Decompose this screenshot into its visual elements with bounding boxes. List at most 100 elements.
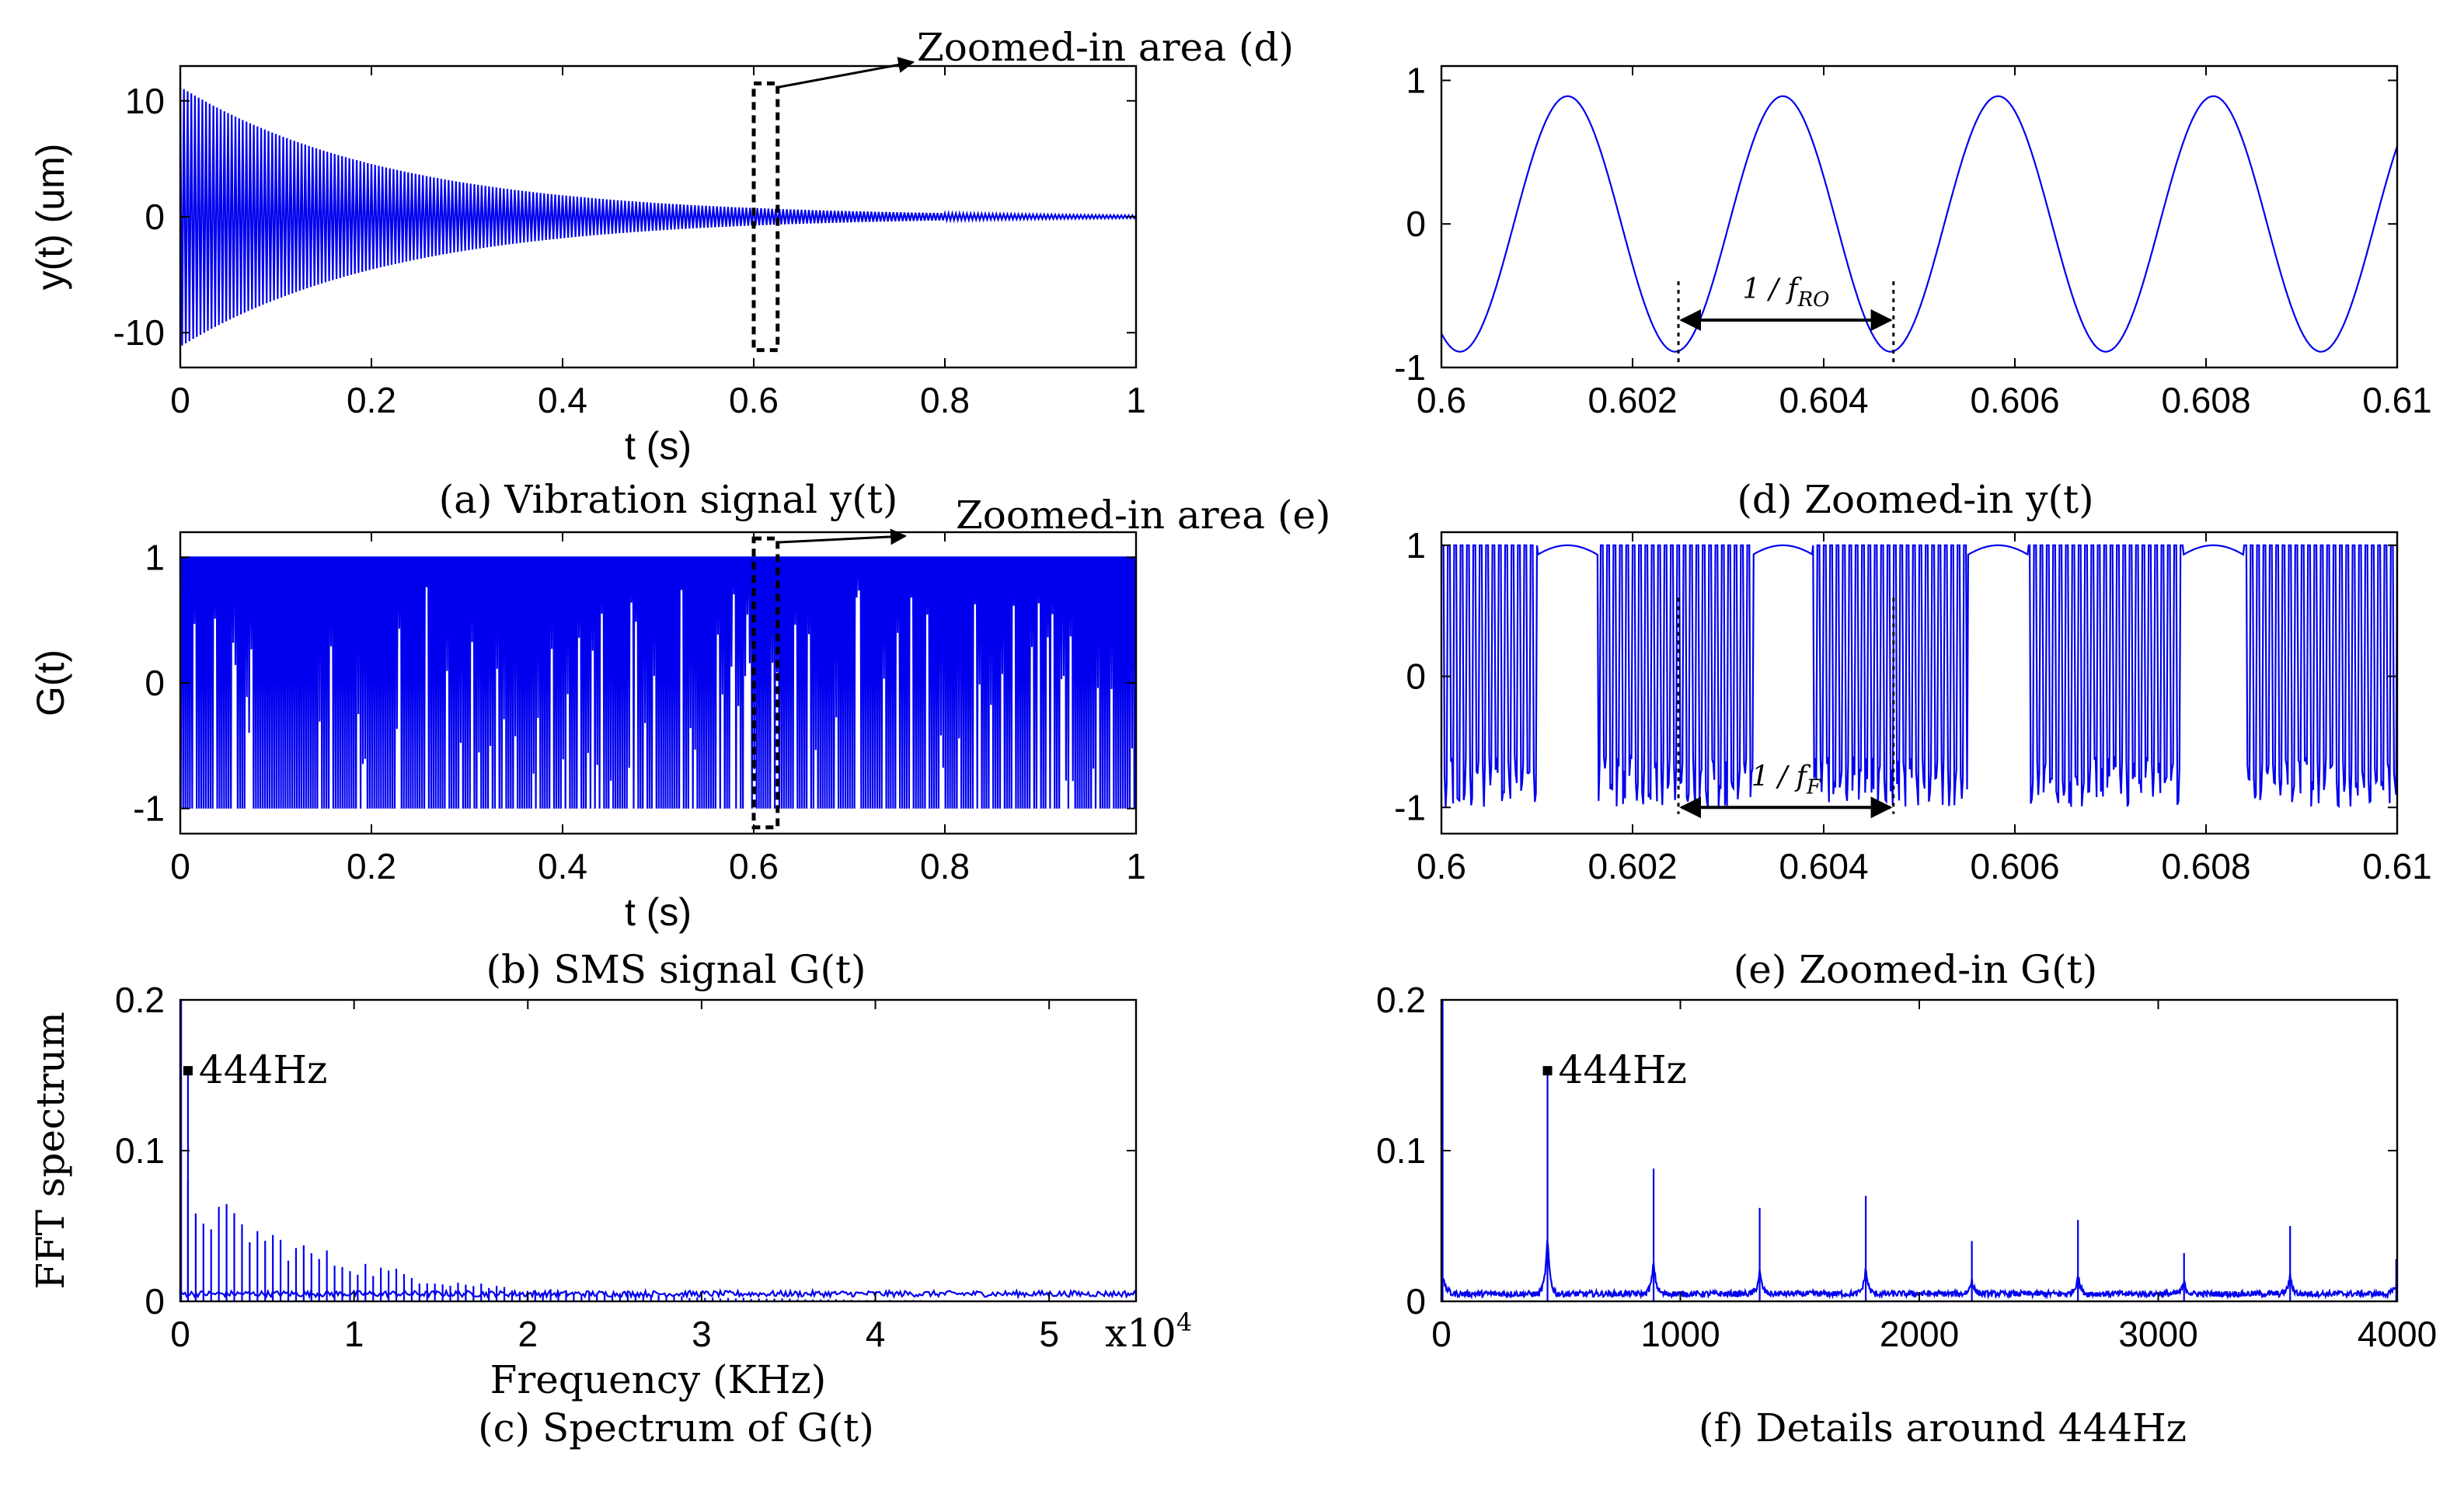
- zoom-arrow: [777, 57, 915, 89]
- spectrum-noise-floor: [179, 1287, 1137, 1300]
- x-tick-label: 0.608: [2161, 846, 2250, 886]
- series-line-b: [179, 556, 1138, 809]
- panel-c: 0 1 2 3 4 5 0 0.1 0.2 Frequency (KHz) FFT spectrum…: [28, 980, 1192, 1450]
- peak-marker: [1542, 1066, 1553, 1076]
- x-tick-label: 0.604: [1779, 846, 1868, 886]
- x-tick-label: 0.8: [920, 846, 970, 886]
- x-tick-label: 3: [692, 1314, 712, 1354]
- x-tick-label: 0.602: [1587, 846, 1677, 886]
- x-tick-label: 0: [170, 846, 190, 886]
- panel-caption: (a) Vibration signal y(t): [439, 477, 898, 522]
- x-tick-label: 0.61: [2362, 846, 2432, 886]
- series-line-a: [179, 86, 1137, 346]
- x-tick-label: 0: [170, 380, 190, 420]
- series-d: [1441, 95, 2399, 353]
- y-tick-label: 0.2: [115, 980, 165, 1020]
- panel-caption: (d) Zoomed-in y(t): [1737, 477, 2093, 522]
- panel-caption: (e) Zoomed-in G(t): [1734, 947, 2097, 992]
- x-tick-label: 0.6: [729, 380, 779, 420]
- y-tick-label: -1: [1394, 787, 1426, 827]
- x-tick-label: 0.2: [347, 380, 396, 420]
- y-axis-label: G(t): [29, 649, 72, 716]
- y-tick-label: 0: [145, 663, 165, 703]
- series-line-e: [1441, 544, 2399, 809]
- x-tick-label: 0.606: [1970, 846, 2059, 886]
- y-tick-label: 0: [1406, 1281, 1426, 1322]
- plot-frame: [179, 64, 1138, 369]
- peak-label: 444Hz: [1559, 1047, 1687, 1092]
- x-tick-label: 0.6: [729, 846, 779, 886]
- y-tick-label: -1: [133, 789, 165, 829]
- y-tick-label: 1: [1406, 60, 1426, 100]
- x-tick-label: 0: [1431, 1314, 1452, 1354]
- x-axis-label: t (s): [625, 890, 692, 934]
- x-tick-label: 0.6: [1417, 846, 1466, 886]
- plot-frame: [179, 998, 1138, 1303]
- zoom-annotation-label: Zoomed-in area (e): [956, 493, 1331, 538]
- x-tick-label: 0: [170, 1314, 190, 1354]
- y-tick-label: 0.1: [115, 1130, 165, 1171]
- y-tick-label: 0.1: [1376, 1130, 1426, 1171]
- x-tick-label: 1: [1126, 846, 1146, 886]
- x-tick-label: 2: [518, 1314, 538, 1354]
- x-tick-label: 0.604: [1779, 380, 1868, 420]
- x-tick-label: 4000: [2358, 1314, 2437, 1354]
- series-line-d: [1441, 95, 2399, 353]
- plot-frame: [1440, 64, 2399, 369]
- x-tick-label: 0.608: [2161, 380, 2250, 420]
- x-axis-label: t (s): [625, 424, 692, 468]
- x-axis-label: Frequency (KHz): [490, 1357, 827, 1402]
- x-tick-label: 5: [1039, 1314, 1059, 1354]
- x-tick-label: 0.4: [538, 846, 587, 886]
- x-tick-label: 0.606: [1970, 380, 2059, 420]
- zoom-annotation-label: Zoomed-in area (d): [917, 25, 1294, 70]
- x-tick-label: 2000: [1880, 1314, 1959, 1354]
- x-tick-label: 0.602: [1587, 380, 1677, 420]
- y-tick-label: 0: [1406, 656, 1426, 697]
- x-tick-label: 0.6: [1417, 380, 1466, 420]
- series-a: [179, 86, 1137, 346]
- y-tick-label: -1: [1394, 347, 1426, 388]
- series-e: [1441, 544, 2399, 809]
- x-tick-label: 3000: [2118, 1314, 2197, 1354]
- zoom-box: [751, 536, 780, 830]
- panel-d: 0.6 0.602 0.604 0.606 0.608 0.61 -1 0 1 (d) Zoome…: [1394, 60, 2432, 522]
- y-tick-label: 10: [125, 81, 165, 121]
- x-tick-label: 1000: [1640, 1314, 1720, 1354]
- x-tick-label: 0.61: [2362, 380, 2432, 420]
- y-tick-label: 0: [145, 1281, 165, 1322]
- y-tick-label: 1: [1406, 525, 1426, 566]
- spectrum-line-f: [1440, 1240, 2399, 1300]
- plot-frame: [1440, 531, 2399, 835]
- zoom-arrow: [777, 528, 908, 545]
- series-c: [179, 1000, 1137, 1301]
- y-tick-label: 0: [1406, 204, 1426, 244]
- plot-frame: [1440, 998, 2399, 1303]
- y-tick-label: 0.2: [1376, 980, 1426, 1020]
- x-tick-label: 0.8: [920, 380, 970, 420]
- x-tick-label: 1: [1126, 380, 1146, 420]
- x-tick-label: 1: [344, 1314, 364, 1354]
- x-multiplier-label: x104: [1105, 1308, 1192, 1356]
- y-tick-label: 0: [145, 197, 165, 237]
- panel-caption: (f) Details around 444Hz: [1699, 1405, 2187, 1450]
- series-f: [1440, 1000, 2399, 1301]
- panel-f: 0 1000 2000 3000 4000 0 0.1 0.2 (f) Details arou…: [1376, 980, 2437, 1450]
- panel-caption: (c) Spectrum of G(t): [478, 1405, 874, 1450]
- period-label: 1 / fRO: [1742, 273, 1829, 312]
- x-tick-label: 0.2: [347, 846, 396, 886]
- panel-e: 0.6 0.602 0.604 0.606 0.608 0.61 -1 0 1 (e) Zoome…: [1394, 525, 2432, 992]
- peak-marker: [183, 1066, 193, 1076]
- y-axis-label: y(t) (um): [29, 144, 72, 291]
- x-tick-label: 4: [866, 1314, 886, 1354]
- panel-caption: (b) SMS signal G(t): [486, 947, 866, 992]
- y-tick-label: 1: [145, 537, 165, 577]
- x-tick-label: 0.4: [538, 380, 587, 420]
- peak-label: 444Hz: [199, 1047, 327, 1092]
- y-axis-label: FFT spectrum: [28, 1012, 73, 1290]
- period-label: 1 / fF: [1751, 761, 1821, 799]
- y-tick-label: -10: [113, 312, 165, 353]
